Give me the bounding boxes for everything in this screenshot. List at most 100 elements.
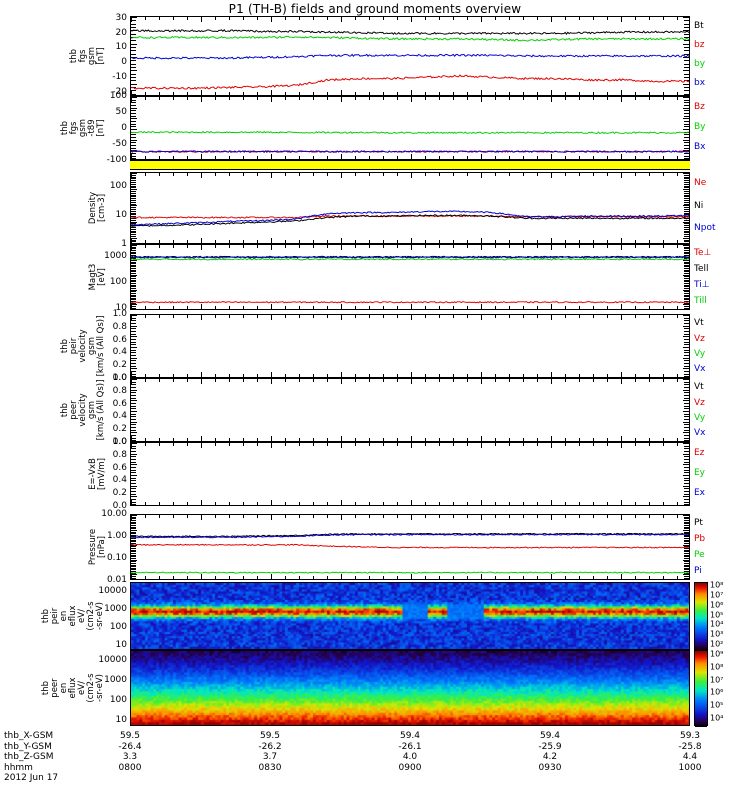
legend-item-Vt: Vt [694,318,704,329]
colorbar-tick: 10⁷ [710,675,724,685]
x-axis-column-0900: 59.4 -26.1 4.0 0900 [382,731,438,773]
plot-panel-efield[interactable] [130,442,690,506]
trace-Pe [131,571,689,574]
y-tick: 100 [109,621,127,632]
y-tick: 0.6 [112,398,127,409]
traces-density [131,210,689,227]
x-axis-value: 4.0 [402,752,418,762]
plot-panel-peir-en-eflux[interactable] [130,582,690,650]
x-axis-value: 0930 [538,762,562,773]
x-tickmarks-top [131,245,689,250]
y-tick: 0.10 [106,553,127,563]
x-axis-value: -26.4 [118,741,142,752]
x-tickmarks-bot [131,238,689,243]
plot-panel-peer-en-eflux[interactable] [130,650,690,726]
x-axis-value: 0830 [258,762,282,773]
y-tickmarks-right [683,17,689,95]
trace-Pi [131,533,689,539]
x-tickmarks-top [131,443,689,448]
plot-panel-density[interactable] [130,172,690,244]
y-tick: 10 [115,209,127,220]
colorbar-tick: 10⁸ [710,580,724,590]
plot-panel-fgs-gsm[interactable] [130,16,690,96]
trace-by [131,35,689,42]
x-axis-value: 59.3 [679,731,701,741]
trace-Npot [131,210,689,226]
colorbar-tick: 10² [710,639,724,649]
legend-item-Bx: Bx [694,141,706,152]
footer-label: thb_X-GSM [4,731,54,741]
y-tickmarks-left [131,173,137,243]
legend-item-Pe: Pe [694,549,705,560]
footer-label: thb_Z-GSM [4,752,54,762]
state-bar [130,160,690,170]
y-tickmarks-right [683,315,689,377]
y-tick: 0.2 [112,360,127,371]
colorbar-tick: 10⁴ [710,619,724,629]
x-axis-value: 3.7 [262,752,278,762]
x-axis-value: 59.5 [259,731,281,741]
traces-fgs-gsm-t89 [131,130,689,154]
plot-panel-magt3[interactable] [130,244,690,310]
plot-panel-pressure[interactable] [130,514,690,580]
y-tickmarks-left [131,379,137,441]
footer-row-labels: thb_X-GSM thb_Y-GSM thb_Z-GSM hhmm 2012 Jun … [4,731,58,784]
legend-item-Pt: Pt [694,518,703,529]
y-tick: 100 [109,91,127,101]
plot-panel-fgs-gsm-t89[interactable] [130,96,690,160]
legend-item-bz: bz [694,40,705,51]
colorbar-tick: 10⁴ [710,713,724,723]
y-tick: -10 [112,71,127,82]
y-tick: 0.2 [112,424,127,435]
y-tick: 1.00 [106,531,127,541]
legend-item-Ti: Ti⊥ [694,279,710,290]
x-tickmarks-top [131,515,689,520]
x-axis-column-0830: 59.5 -26.2 3.7 0830 [242,731,298,773]
traces-fgs-gsm [131,29,689,90]
colorbar-tick: 10⁵ [710,610,724,620]
legend-item-Pi: Pi [694,565,702,576]
y-tick: 1.0 [112,309,127,319]
y-tickmarks-left [131,443,137,505]
trace-bx [131,53,689,60]
legend-item-Vx: Vx [694,427,706,438]
y-tick: 0.4 [112,347,127,358]
trace-Till [131,258,689,261]
plot-panel-peir-velocity[interactable] [130,314,690,378]
legend-item-Vy: Vy [694,348,706,359]
legend-item-Vy: Vy [694,412,706,423]
colorbar-tick: 10⁶ [710,600,724,610]
legend-item-By: By [694,121,706,132]
y-tick: 10 [115,42,127,53]
x-axis-value: 59.4 [399,731,421,741]
y-tick: 100 [109,180,127,191]
footer-date: 2012 Jun 17 [4,773,59,783]
x-tickmarks-top [131,173,689,178]
colorbar-tick: 10⁹ [710,649,724,659]
footer-label: hhmm [4,762,33,773]
legend-item-Vx: Vx [694,363,706,374]
y-tick: 0.8 [112,321,127,332]
trace-By [131,130,689,135]
y-tick: 10 [115,302,127,313]
y-tickmarks-right [683,97,689,159]
y-tickmarks-right [683,379,689,441]
legend-item-Pb: Pb [694,534,706,545]
y-tick: 10 [115,639,127,650]
plot-panel-peer-velocity[interactable] [130,378,690,442]
x-axis-value: -25.8 [678,741,702,752]
legend-item-Te: Te⊥ [694,248,712,259]
x-axis-value: 3.3 [122,752,138,762]
traces-magt3 [131,255,689,304]
y-tick: 30 [115,13,127,23]
x-tickmarks-bot [131,500,689,505]
legend-item-Ex: Ex [694,487,706,498]
x-axis-value: 4.2 [542,752,558,762]
y-tick: -50 [112,139,127,149]
y-tick: 20 [115,27,127,38]
legend-item-Vt: Vt [694,382,704,393]
trace-bz [131,74,689,90]
colorbar-tick: 10⁷ [710,590,724,600]
y-tick: 0.2 [112,488,127,499]
x-tickmarks-top [131,315,689,320]
